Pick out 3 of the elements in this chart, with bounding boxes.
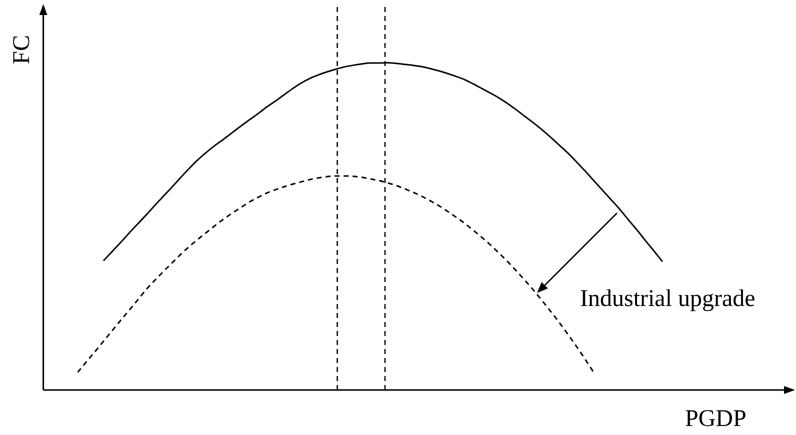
annotation: Industrial upgrade [580, 286, 756, 312]
y-axis-title: FC [9, 35, 35, 64]
x-axis-title: PGDP [685, 406, 746, 432]
